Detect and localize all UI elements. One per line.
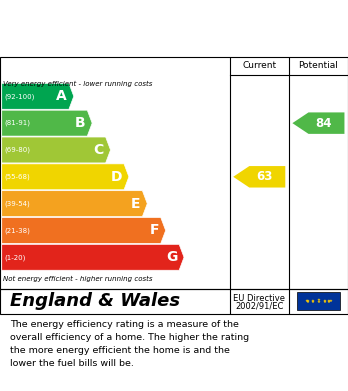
Text: ★: ★ — [306, 299, 310, 303]
Text: ★: ★ — [316, 298, 321, 302]
Polygon shape — [2, 137, 111, 163]
Text: (39-54): (39-54) — [5, 200, 30, 207]
Polygon shape — [2, 191, 147, 217]
Text: G: G — [166, 250, 177, 264]
Text: Current: Current — [242, 61, 276, 70]
Text: 84: 84 — [315, 117, 332, 130]
Text: E: E — [131, 197, 141, 211]
Polygon shape — [233, 166, 285, 188]
Text: ★: ★ — [306, 300, 310, 304]
Text: England & Wales: England & Wales — [10, 292, 181, 310]
Polygon shape — [2, 244, 184, 270]
Text: F: F — [150, 224, 159, 237]
Text: (21-38): (21-38) — [5, 227, 30, 234]
Text: Not energy efficient - higher running costs: Not energy efficient - higher running co… — [3, 276, 153, 282]
Bar — [297, 292, 340, 310]
Text: ★: ★ — [329, 299, 332, 303]
Text: 63: 63 — [256, 170, 272, 183]
Polygon shape — [2, 83, 74, 109]
Polygon shape — [2, 110, 92, 136]
Text: The energy efficiency rating is a measure of the
overall efficiency of a home. T: The energy efficiency rating is a measur… — [10, 320, 250, 368]
Text: (55-68): (55-68) — [5, 174, 30, 180]
Text: EU Directive: EU Directive — [233, 294, 285, 303]
Polygon shape — [2, 164, 129, 190]
Text: ★: ★ — [323, 300, 326, 304]
Text: (92-100): (92-100) — [5, 93, 35, 100]
Text: C: C — [94, 143, 104, 157]
Polygon shape — [292, 112, 345, 134]
Text: (1-20): (1-20) — [5, 254, 26, 260]
Text: ★: ★ — [323, 298, 326, 303]
Text: Potential: Potential — [299, 61, 338, 70]
Text: ★: ★ — [310, 300, 314, 304]
Text: Energy Efficiency Rating: Energy Efficiency Rating — [14, 21, 224, 36]
Text: Very energy efficient - lower running costs: Very energy efficient - lower running co… — [3, 81, 153, 87]
Text: ★: ★ — [304, 299, 308, 303]
Text: B: B — [75, 116, 86, 130]
Text: D: D — [111, 170, 122, 184]
Text: (69-80): (69-80) — [5, 147, 31, 153]
Text: ★: ★ — [316, 300, 321, 304]
Polygon shape — [2, 217, 166, 244]
Text: A: A — [56, 89, 67, 103]
Text: 2002/91/EC: 2002/91/EC — [235, 301, 284, 310]
Text: ★: ★ — [327, 300, 331, 304]
Text: ★: ★ — [310, 298, 314, 303]
Text: ★: ★ — [327, 299, 331, 303]
Text: (81-91): (81-91) — [5, 120, 31, 126]
